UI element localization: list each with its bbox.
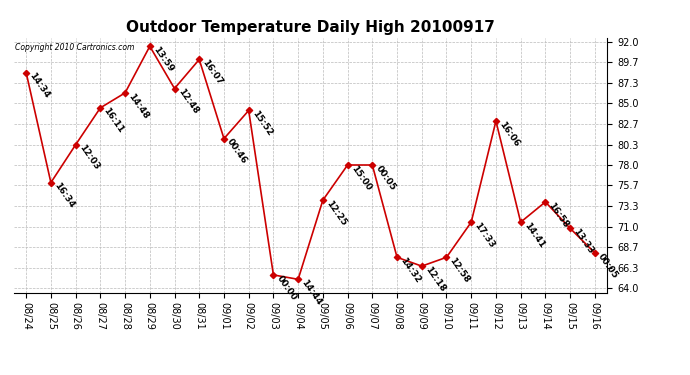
Text: 14:32: 14:32 [398,256,422,285]
Point [540,199,551,205]
Text: 16:58: 16:58 [546,201,571,229]
Text: 16:06: 16:06 [497,120,521,148]
Point [416,263,427,269]
Text: 16:34: 16:34 [52,181,76,210]
Text: 12:48: 12:48 [176,87,200,116]
Point [95,105,106,111]
Text: 12:25: 12:25 [324,199,348,227]
Point [367,162,378,168]
Point [21,70,32,76]
Text: 12:18: 12:18 [423,265,447,293]
Point [391,254,402,260]
Text: 14:44: 14:44 [299,278,324,307]
Point [268,272,279,278]
Text: 13:59: 13:59 [151,45,175,74]
Point [589,250,600,256]
Text: 00:05: 00:05 [596,252,620,280]
Text: 14:41: 14:41 [522,221,546,250]
Point [219,136,230,142]
Point [144,43,155,49]
Text: 16:11: 16:11 [101,106,126,135]
Text: 13:33: 13:33 [571,227,595,255]
Point [46,180,57,186]
Text: 12:03: 12:03 [77,143,101,172]
Text: 12:58: 12:58 [448,256,472,285]
Point [342,162,353,168]
Point [515,219,526,225]
Text: 00:05: 00:05 [374,164,397,192]
Point [194,57,205,63]
Point [293,276,304,282]
Title: Outdoor Temperature Daily High 20100917: Outdoor Temperature Daily High 20100917 [126,20,495,35]
Text: 15:52: 15:52 [250,109,274,138]
Text: Copyright 2010 Cartronics.com: Copyright 2010 Cartronics.com [15,43,135,52]
Point [169,86,180,92]
Text: 00:46: 00:46 [226,137,249,166]
Point [466,219,477,225]
Text: 00:00: 00:00 [275,273,298,302]
Point [564,225,575,231]
Point [317,197,328,203]
Text: 14:34: 14:34 [28,71,52,100]
Point [70,142,81,148]
Point [491,118,502,124]
Point [243,108,254,114]
Text: 17:33: 17:33 [473,221,497,249]
Text: 15:00: 15:00 [349,164,373,192]
Text: 16:07: 16:07 [201,58,224,87]
Point [119,90,130,96]
Text: 14:48: 14:48 [126,92,150,120]
Point [441,254,452,260]
